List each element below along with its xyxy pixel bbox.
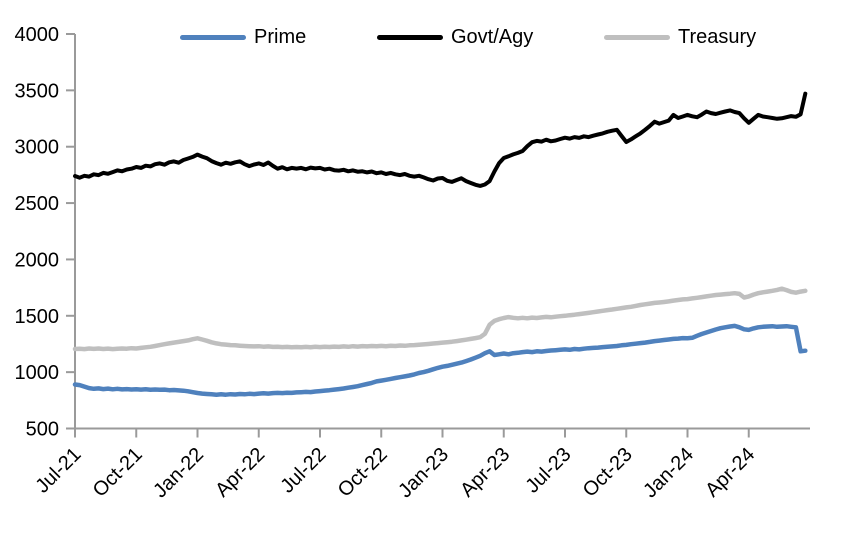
legend-item-treasury: Treasury (604, 24, 756, 50)
y-tick-label: 2000 (15, 249, 60, 271)
legend-label-treasury: Treasury (678, 26, 757, 48)
y-tick-label: 4000 (15, 24, 60, 46)
y-tick-label: 1500 (15, 306, 60, 328)
legend-label-govt-agy: Govt/Agy (451, 26, 534, 48)
x-tick-label: Jul-22 (276, 443, 330, 497)
y-tick-label: 2500 (15, 193, 60, 215)
legend-label-prime: Prime (254, 26, 307, 48)
x-tick-label: Apr-24 (701, 443, 759, 501)
x-tick-label: Jan-24 (639, 443, 698, 502)
govt-agy-line-swatch-icon (377, 34, 443, 40)
x-tick-label: Oct-21 (89, 443, 147, 501)
prime-line-swatch-icon (180, 34, 246, 40)
y-tick-label: 3000 (15, 137, 60, 159)
x-tick-label: Oct-22 (334, 443, 392, 501)
series-line-govt-agy (73, 91, 808, 188)
y-tick-label: 3500 (15, 80, 60, 102)
y-tick-label: 1000 (15, 362, 60, 384)
y-tick-label: 500 (26, 419, 59, 441)
series-line-treasury (72, 286, 808, 352)
x-tick-label: Apr-22 (211, 443, 269, 501)
x-tick-label: Jan-22 (149, 443, 208, 502)
x-tick-label: Oct-23 (579, 443, 637, 501)
x-tick-label: Jan-23 (394, 443, 453, 502)
x-tick-label: Apr-23 (456, 443, 514, 501)
series-line-prime (72, 323, 808, 397)
x-tick-label: Jul-21 (31, 443, 85, 497)
legend-item-govt-agy: Govt/Agy (377, 24, 533, 50)
legend-item-prime: Prime (180, 24, 306, 50)
treasury-line-swatch-icon (604, 34, 670, 40)
x-tick-label: Jul-23 (521, 443, 575, 497)
